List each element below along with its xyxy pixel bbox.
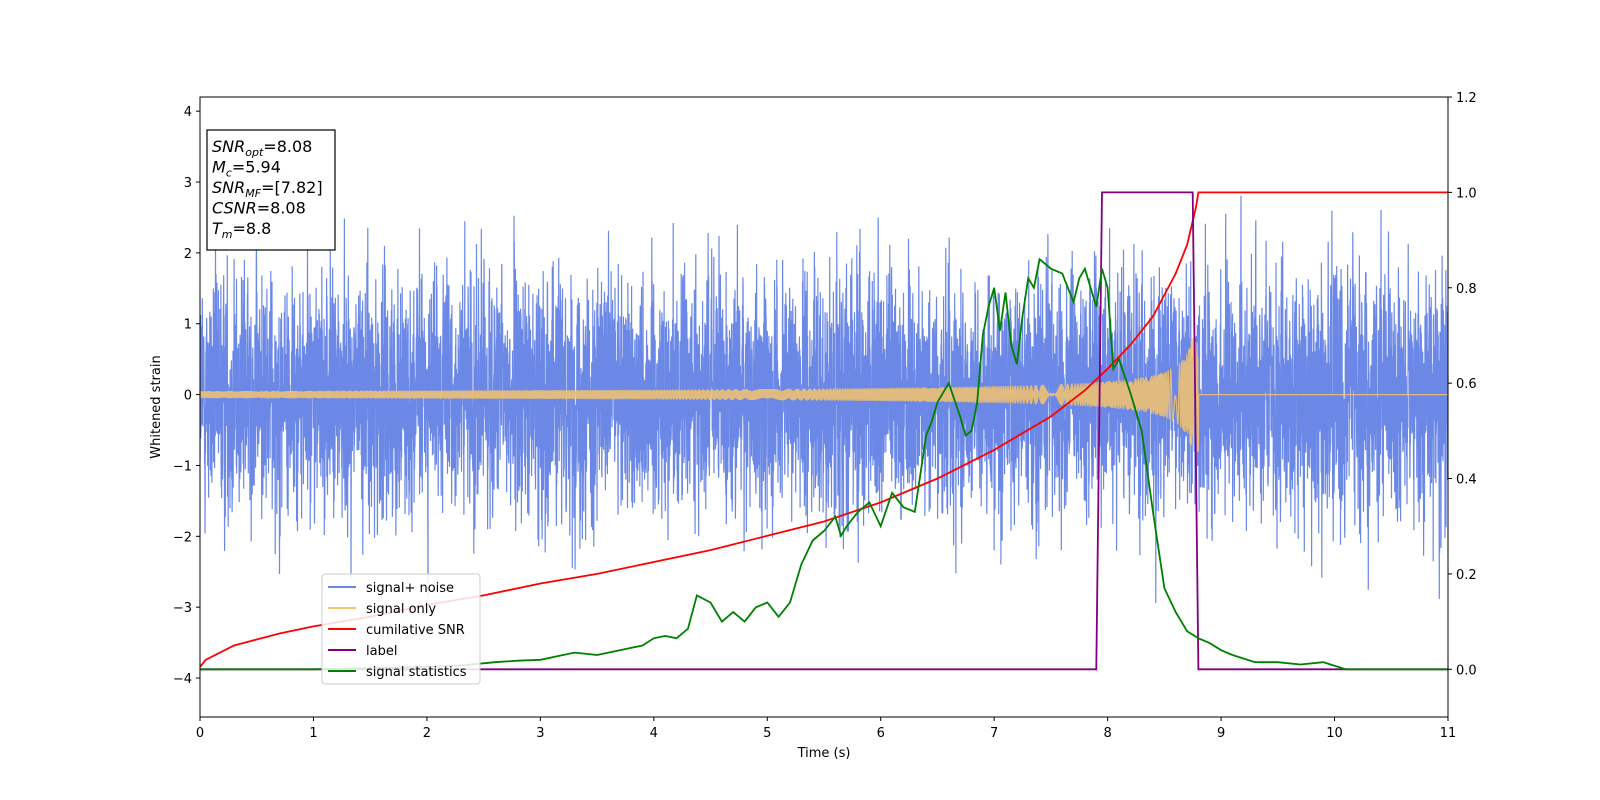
annotation-value: =8.08 [263, 137, 312, 156]
legend: signal+ noise signal only cumilative SNR la… [321, 573, 481, 685]
annotation-frame [206, 129, 336, 251]
plot-frame [199, 96, 1449, 718]
left-y-tick-label: −3 [173, 601, 192, 616]
series-signal-statistics [200, 257, 1448, 671]
left-y-tick-label: −2 [173, 530, 192, 545]
annotation-subscript: m [222, 228, 233, 241]
series-signal-plus-noise [200, 195, 1448, 604]
x-tick-label: 5 [763, 726, 771, 741]
annotation-variable: SNR [212, 178, 245, 197]
annotation-line: Tm=8.8 [212, 219, 271, 241]
annotation-subscript: MF [245, 187, 261, 200]
stats-annotation-box: SNRopt=8.08Mc=5.94SNRMF=[7.82]CSNR=8.08T… [206, 129, 336, 251]
x-tick-label: 8 [1103, 726, 1111, 741]
legend-frame [321, 573, 481, 685]
right-y-tick-label: 0.2 [1456, 568, 1477, 583]
right-y-axis: 0.0 0.2 0.4 0.6 0.8 1.0 1.2 [1448, 91, 1477, 678]
annotation-subscript: opt [245, 146, 264, 159]
annotation-variable: SNR [212, 137, 245, 156]
left-y-tick-label: 3 [184, 176, 192, 191]
left-y-tick-label: 0 [184, 389, 192, 404]
x-tick-label: 2 [423, 726, 431, 741]
x-tick-label: 11 [1440, 726, 1457, 741]
legend-entry-label: label [366, 644, 397, 659]
annotation-line: SNRMF=[7.82] [212, 178, 323, 200]
annotation-value: =8.8 [233, 219, 272, 238]
legend-entry-label: signal only [366, 602, 436, 617]
left-y-tick-label: 1 [184, 318, 192, 333]
annotation-variable: T [212, 219, 223, 238]
annotation-value: =5.94 [232, 158, 281, 177]
series-signal-only [200, 338, 1448, 452]
right-y-tick-label: 1.0 [1456, 186, 1477, 201]
annotation-value: =8.08 [257, 199, 306, 218]
series-label [200, 191, 1448, 671]
x-axis-label: Time (s) [797, 746, 851, 761]
left-y-tick-label: 2 [184, 247, 192, 262]
right-y-tick-label: 0.6 [1456, 377, 1477, 392]
left-y-tick-label: 4 [184, 105, 192, 120]
x-tick-label: 9 [1217, 726, 1225, 741]
x-tick-label: 3 [536, 726, 544, 741]
annotation-value: =[7.82] [261, 178, 323, 197]
right-y-tick-label: 1.2 [1456, 91, 1477, 106]
left-y-axis: −4 −3 −2 −1 0 1 2 3 4 [173, 105, 200, 687]
annotation-line: Mc=5.94 [212, 158, 281, 180]
right-y-tick-label: 0.0 [1456, 663, 1477, 678]
x-tick-label: 4 [650, 726, 658, 741]
x-tick-label: 10 [1326, 726, 1343, 741]
x-axis: 0 1 2 3 4 5 6 7 8 9 10 11 [196, 717, 1456, 741]
left-y-tick-label: −4 [173, 672, 192, 687]
annotation-variable: M [212, 158, 226, 177]
legend-entry-label: signal statistics [366, 665, 467, 680]
annotation-subscript: c [226, 167, 232, 180]
left-y-tick-label: −1 [173, 459, 192, 474]
right-y-tick-label: 0.8 [1456, 282, 1477, 297]
right-y-tick-label: 0.4 [1456, 473, 1477, 488]
annotation-variable: CSNR [212, 199, 257, 218]
x-tick-label: 6 [877, 726, 885, 741]
x-tick-label: 7 [990, 726, 998, 741]
x-tick-label: 1 [309, 726, 317, 741]
legend-entry-label: cumilative SNR [366, 623, 465, 638]
annotation-line: CSNR=8.08 [212, 199, 306, 218]
x-tick-label: 0 [196, 726, 204, 741]
legend-entry-label: signal+ noise [366, 581, 454, 596]
y-axis-label: Whitened strain [149, 355, 164, 458]
annotation-line: SNRopt=8.08 [212, 137, 312, 159]
